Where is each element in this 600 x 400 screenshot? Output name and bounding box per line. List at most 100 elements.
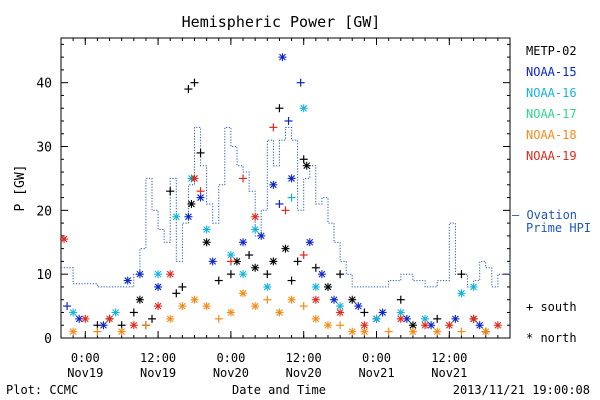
- south-marker: [129, 308, 138, 317]
- legend-south-marker: + south: [526, 300, 577, 314]
- north-marker: [269, 257, 278, 266]
- south-marker: [336, 270, 345, 279]
- north-marker: [178, 302, 187, 311]
- north-marker: [481, 327, 490, 336]
- south-marker: [245, 251, 254, 260]
- north-marker: [154, 302, 163, 311]
- north-marker: [60, 235, 69, 244]
- x-tick-label-date: Nov21: [358, 366, 394, 380]
- north-marker: [302, 161, 311, 170]
- south-marker: [172, 289, 181, 298]
- south-marker: [263, 270, 272, 279]
- north-marker: [348, 327, 357, 336]
- north-marker: [202, 225, 211, 234]
- south-marker: [384, 327, 393, 336]
- x-tick-label-date: Nov21: [431, 366, 467, 380]
- ovation-hpi-line: [61, 126, 511, 288]
- plot-frame: [60, 37, 511, 339]
- south-marker: [299, 155, 308, 164]
- x-tick-label-date: Nov20: [213, 366, 249, 380]
- south-marker: [457, 327, 466, 336]
- legend-series-label: NOAA-18: [526, 128, 577, 142]
- x-tick-label-time: 0:00: [71, 351, 100, 365]
- x-tick-label-time: 12:00: [431, 351, 467, 365]
- north-marker: [336, 308, 345, 317]
- legend-series-label: NOAA-17: [526, 107, 577, 121]
- north-marker: [239, 289, 248, 298]
- north-marker: [251, 225, 260, 234]
- north-marker: [323, 282, 332, 291]
- chart-title: Hemispheric Power [GW]: [182, 13, 381, 31]
- legend: METP-02 NOAA-15 NOAA-16 NOAA-17 NOAA-18 NOAA-…: [512, 44, 591, 345]
- north-marker: [202, 238, 211, 247]
- x-tick-label-date: Nov19: [140, 366, 176, 380]
- legend-ovation-label: Prime HPI: [526, 221, 591, 235]
- north-marker: [135, 295, 144, 304]
- north-marker: [275, 308, 284, 317]
- north-marker: [408, 327, 417, 336]
- north-marker: [278, 53, 287, 62]
- north-marker: [154, 282, 163, 291]
- legend-north-marker: * north: [526, 331, 577, 345]
- north-marker: [421, 321, 430, 330]
- north-marker: [135, 270, 144, 279]
- north-marker: [166, 314, 175, 323]
- y-tick-label: 10: [36, 268, 52, 283]
- south-marker: [148, 314, 157, 323]
- north-marker: [117, 327, 126, 336]
- x-tick-label-time: 0:00: [362, 351, 391, 365]
- north-marker: [287, 174, 296, 183]
- north-marker: [493, 321, 502, 330]
- north-marker: [239, 238, 248, 247]
- south-marker: [166, 187, 175, 196]
- north-marker: [75, 314, 84, 323]
- legend-series-label: NOAA-16: [526, 86, 577, 100]
- south-marker: [141, 321, 150, 330]
- north-marker: [336, 302, 345, 311]
- x-tick-label-time: 12:00: [286, 351, 322, 365]
- north-marker: [348, 295, 357, 304]
- south-marker: [263, 295, 272, 304]
- north-marker: [311, 314, 320, 323]
- south-marker: [433, 314, 442, 323]
- south-marker: [281, 206, 290, 215]
- south-marker: [275, 199, 284, 208]
- north-marker: [69, 327, 78, 336]
- south-marker: [214, 314, 223, 323]
- north-marker: [190, 295, 199, 304]
- north-marker: [111, 308, 120, 317]
- north-marker: [317, 270, 326, 279]
- south-marker: [269, 123, 278, 132]
- north-marker: [311, 282, 320, 291]
- south-marker: [63, 302, 72, 311]
- y-tick-label: 0: [44, 332, 52, 347]
- north-marker: [184, 212, 193, 221]
- y-axis-label: P [GW]: [13, 165, 28, 212]
- north-marker: [457, 289, 466, 298]
- north-marker: [129, 321, 138, 330]
- north-marker: [251, 302, 260, 311]
- north-marker: [287, 295, 296, 304]
- north-marker: [330, 295, 339, 304]
- x-axis-label: Date and Time: [232, 383, 326, 397]
- north-marker: [123, 276, 132, 285]
- south-marker: [226, 270, 235, 279]
- north-marker: [281, 244, 290, 253]
- south-marker: [275, 104, 284, 113]
- north-marker: [166, 270, 175, 279]
- y-axis-ticks: 0 10 20 30 40: [36, 43, 510, 347]
- south-marker: [396, 295, 405, 304]
- plot-timestamp: 2013/11/21 19:00:08: [453, 383, 590, 397]
- north-marker: [239, 270, 248, 279]
- north-marker: [187, 199, 196, 208]
- north-marker: [263, 282, 272, 291]
- south-marker: [360, 308, 369, 317]
- north-marker: [372, 314, 381, 323]
- north-marker: [451, 314, 460, 323]
- south-marker: [226, 257, 235, 266]
- legend-series-label: NOAA-19: [526, 149, 577, 163]
- north-marker: [257, 231, 266, 240]
- south-marker: [178, 282, 187, 291]
- north-marker: [81, 314, 90, 323]
